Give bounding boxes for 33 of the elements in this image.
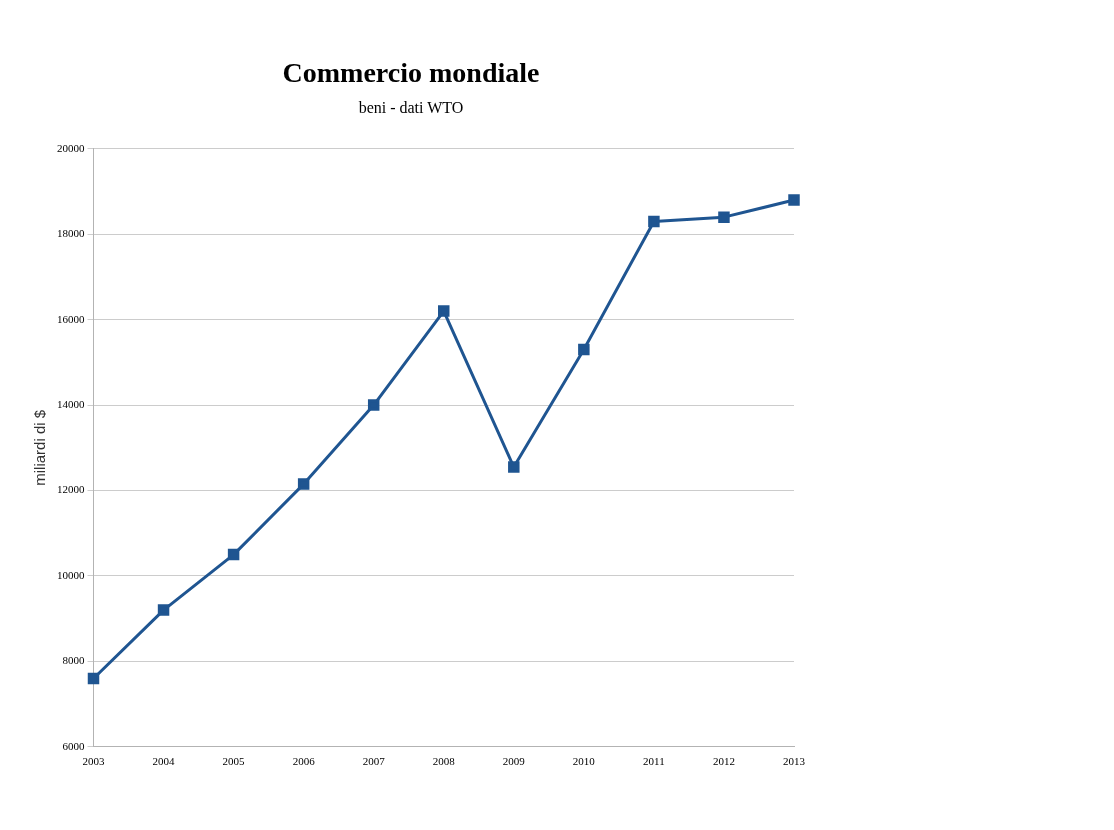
point [578, 343, 590, 356]
y-tick-label: 10000 [57, 568, 85, 581]
chart-title: Commercio mondiale [282, 57, 540, 89]
point [788, 194, 800, 206]
x-tick-label: 2012 [712, 755, 735, 768]
x-tick-label: 2008 [432, 755, 456, 768]
y-tick-label: 16000 [57, 312, 85, 325]
point [718, 211, 730, 223]
x-tick-label: 2003 [82, 755, 105, 768]
x-tick-label: 2006 [292, 755, 316, 768]
y-tick-label: 14000 [57, 397, 85, 410]
x-tick-label: 2011 [643, 755, 665, 768]
point [508, 461, 520, 473]
point [157, 604, 170, 616]
x-tick-label: 2009 [502, 755, 526, 768]
x-tick-label: 2010 [572, 755, 596, 768]
point [227, 548, 240, 561]
x-tick-label: 2013 [783, 755, 806, 768]
point [87, 672, 100, 685]
y-tick-label: 6000 [62, 739, 85, 752]
x-tick-label: 2005 [222, 755, 246, 768]
chart-subtitle: beni - dati WTO [358, 99, 464, 117]
point [648, 215, 660, 228]
point [367, 399, 380, 411]
x-tick-label: 2007 [362, 755, 386, 768]
y-tick-label: 18000 [57, 227, 85, 240]
x-tick-label: 2004 [152, 755, 176, 768]
y-tick-label: 8000 [62, 654, 85, 667]
y-axis-title: miliardi di $ [31, 409, 49, 486]
y-tick-label: 20000 [57, 141, 85, 154]
point [438, 305, 450, 317]
point [297, 478, 310, 490]
y-tick-label: 12000 [57, 483, 85, 496]
